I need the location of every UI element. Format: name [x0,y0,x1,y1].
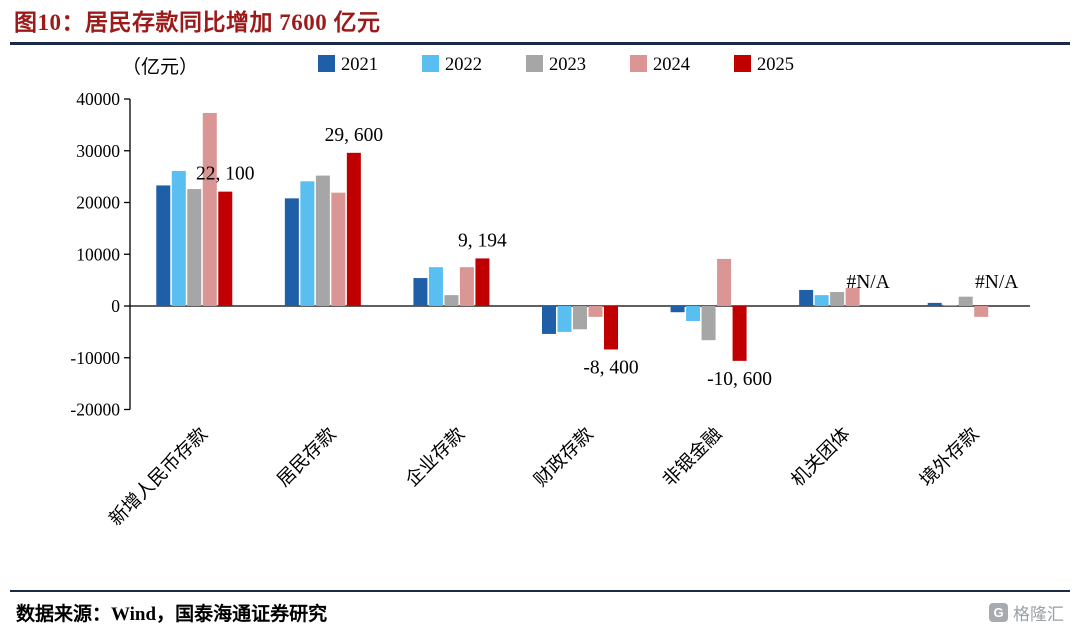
bar-2023 [701,306,716,341]
bar-2024 [974,306,989,317]
y-tick-label: 40000 [76,89,120,109]
bar-2025 [218,191,233,306]
bar-chart: （亿元） 2021 2022 2023 2024 2025 40000 30000 20000 1… [70,55,1030,530]
legend-label-2022: 2022 [445,55,482,75]
bar-2022 [428,267,443,306]
bar-2021 [413,278,428,306]
bar-2025 [346,152,361,306]
bar-2023 [958,296,973,306]
bar-2023 [444,295,459,306]
legend-swatch-2022 [422,55,439,72]
bar-2022 [171,170,186,306]
legend-label-2021: 2021 [341,55,378,75]
bar-2021 [670,306,685,313]
bar-2021 [542,306,556,334]
figure-header: 图10：居民存款同比增加 7600 亿元 [0,0,1080,37]
gelonghui-logo-icon: G [989,603,1008,622]
bar-2023 [315,175,330,306]
bar-2022 [943,304,958,306]
y-tick-label: -10000 [70,348,120,368]
bar-2024 [459,267,474,306]
category-label: 居民存款 [273,424,340,491]
bar-2025 [475,258,490,306]
source-text: 数据来源：Wind，国泰海通证券研究 [16,604,328,625]
legend-label-2023: 2023 [549,55,586,75]
y-tick-label: 10000 [76,244,120,264]
legend-swatch-2024 [630,55,647,72]
legend-swatch-2023 [526,55,543,72]
bar-2022 [686,306,701,322]
value-annotation: -8, 400 [583,357,638,378]
bar-2023 [830,292,845,306]
bar-2021 [284,198,299,306]
legend-swatch-2025 [734,55,751,72]
category-label: 新增人民币存款 [105,424,211,530]
category-label: 非银金融 [659,424,726,491]
bar-2024 [845,287,860,306]
value-annotation: -10, 600 [707,369,772,390]
gelonghui-watermark: G 格隆汇 [989,600,1064,625]
title-rule [10,42,1070,45]
bar-2023 [573,306,587,330]
bar-2021 [927,302,942,306]
bar-2022 [300,181,315,306]
figure-title: 图10：居民存款同比增加 7600 亿元 [14,10,381,35]
y-tick-label: 30000 [76,141,120,161]
value-annotation: #N/A [975,272,1018,293]
legend-label-2024: 2024 [653,55,690,75]
bar-2024 [331,192,346,306]
value-annotation: 9, 194 [458,230,507,251]
bar-2023 [187,189,202,306]
bar-2022 [814,295,829,306]
y-tick-label: 0 [111,296,120,316]
legend-swatch-2021 [318,55,335,72]
unit-label: （亿元） [122,56,198,78]
category-label: 机关团体 [787,424,854,491]
bar-2021 [156,185,171,306]
bar-2024 [202,112,217,306]
value-annotation: 29, 600 [325,125,384,146]
category-label: 财政存款 [530,424,597,491]
bar-2025 [604,306,618,350]
y-tick-label: -20000 [70,400,120,420]
bar-2024 [717,258,732,306]
bar-2025 [732,306,747,361]
figure-footer: 数据来源：Wind，国泰海通证券研究 G 格隆汇 [10,590,1070,626]
legend-label-2025: 2025 [757,55,794,75]
category-label: 企业存款 [402,424,469,491]
bar-2022 [557,306,572,332]
value-annotation: 22, 100 [196,164,255,185]
gelonghui-logo-text: 格隆汇 [1013,605,1064,624]
y-tick-label: 20000 [76,193,120,213]
bar-2021 [799,289,814,306]
bar-2024 [588,306,603,317]
value-annotation: #N/A [846,272,889,293]
category-label: 境外存款 [916,424,983,491]
chart-area: （亿元） 2021 2022 2023 2024 2025 40000 30000 20000 1… [0,45,1080,590]
